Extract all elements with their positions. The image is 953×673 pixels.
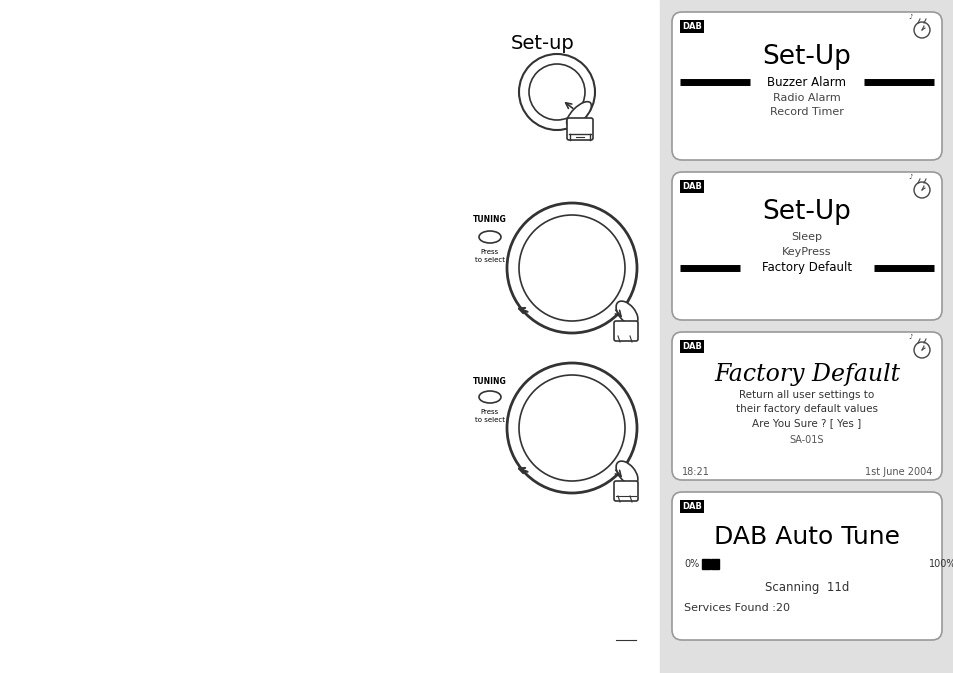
- Ellipse shape: [566, 102, 591, 127]
- Text: Sleep: Sleep: [791, 232, 821, 242]
- Ellipse shape: [478, 391, 500, 403]
- Text: Press: Press: [480, 409, 498, 415]
- Text: 18:21: 18:21: [681, 467, 709, 477]
- Text: Set-Up: Set-Up: [761, 44, 850, 70]
- Circle shape: [518, 375, 624, 481]
- FancyBboxPatch shape: [671, 172, 941, 320]
- FancyBboxPatch shape: [566, 118, 593, 140]
- Text: Record Timer: Record Timer: [769, 107, 843, 117]
- Bar: [659, 0, 953, 673]
- Bar: [710, 559, 719, 569]
- Text: KeyPress: KeyPress: [781, 247, 831, 257]
- FancyBboxPatch shape: [671, 492, 941, 640]
- FancyBboxPatch shape: [671, 12, 941, 160]
- Text: Press: Press: [480, 249, 498, 255]
- Text: 100%: 100%: [928, 559, 953, 569]
- Text: SA-01S: SA-01S: [789, 435, 823, 445]
- Text: 0%: 0%: [683, 559, 699, 569]
- Circle shape: [518, 215, 624, 321]
- FancyBboxPatch shape: [614, 321, 638, 341]
- Ellipse shape: [616, 461, 638, 485]
- Text: DAB Auto Tune: DAB Auto Tune: [713, 525, 899, 549]
- Text: DAB: DAB: [681, 342, 701, 351]
- Circle shape: [518, 54, 595, 130]
- Text: DAB: DAB: [681, 502, 701, 511]
- Text: Are You Sure ? [ Yes ]: Are You Sure ? [ Yes ]: [752, 418, 861, 428]
- Text: Scanning  11d: Scanning 11d: [764, 581, 848, 594]
- Circle shape: [506, 203, 637, 333]
- Bar: [701, 559, 709, 569]
- Text: Factory Default: Factory Default: [713, 363, 899, 386]
- Text: their factory default values: their factory default values: [735, 404, 877, 414]
- Circle shape: [529, 64, 584, 120]
- Text: Return all user settings to: Return all user settings to: [739, 390, 874, 400]
- Text: Services Found :20: Services Found :20: [683, 603, 789, 613]
- Text: ♪: ♪: [907, 174, 911, 180]
- Text: Buzzer Alarm: Buzzer Alarm: [767, 75, 845, 89]
- FancyBboxPatch shape: [671, 332, 941, 480]
- Text: ♪: ♪: [907, 334, 911, 340]
- Text: 1st June 2004: 1st June 2004: [863, 467, 931, 477]
- Text: Set-up: Set-up: [511, 34, 575, 53]
- FancyBboxPatch shape: [614, 481, 638, 501]
- Text: TUNING: TUNING: [473, 215, 506, 225]
- Circle shape: [506, 363, 637, 493]
- Text: TUNING: TUNING: [473, 378, 506, 386]
- Text: Radio Alarm: Radio Alarm: [772, 93, 840, 103]
- Ellipse shape: [478, 231, 500, 243]
- Text: DAB: DAB: [681, 22, 701, 31]
- Text: Set-Up: Set-Up: [761, 199, 850, 225]
- Text: Factory Default: Factory Default: [761, 262, 851, 275]
- Text: ♪: ♪: [907, 14, 911, 20]
- Ellipse shape: [616, 301, 638, 325]
- Text: DAB: DAB: [681, 182, 701, 191]
- Text: to select: to select: [475, 257, 504, 263]
- Text: to select: to select: [475, 417, 504, 423]
